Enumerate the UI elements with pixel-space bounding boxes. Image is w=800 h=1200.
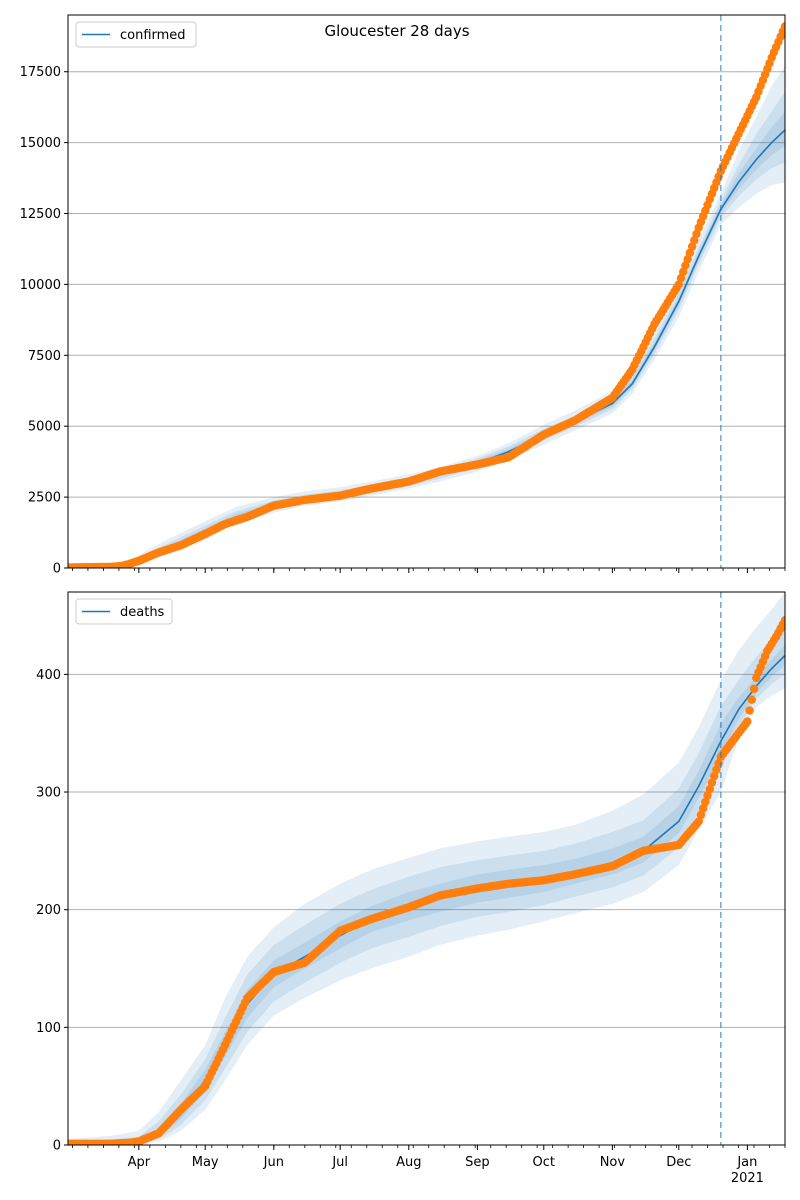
legend-box	[75, 21, 197, 48]
y-tick-label: 5000	[28, 420, 61, 435]
observed-point	[743, 717, 752, 726]
uncertainty-band-3	[68, 111, 785, 568]
legend: confirmed	[75, 21, 197, 48]
observed-point	[681, 261, 690, 270]
x-tick-label: May	[192, 1155, 219, 1170]
observed-point	[674, 280, 683, 289]
observed-point	[676, 273, 686, 283]
series-line-confirmed	[68, 129, 785, 568]
uncertainty-band-1	[68, 592, 785, 1145]
y-tick-label: 0	[53, 562, 61, 577]
confirmed-panel: 0 2500 5000 7500 10000 12500 15000 17500 confirm…	[20, 14, 786, 577]
legend-label: deaths	[120, 605, 165, 620]
observed-point	[747, 695, 756, 704]
observed-point	[745, 706, 754, 715]
y-tick-label: 100	[36, 1021, 61, 1036]
y-tick-label: 15000	[20, 136, 61, 151]
legend-label: confirmed	[120, 28, 186, 43]
observed-point	[685, 248, 694, 258]
legend: deaths	[75, 598, 173, 625]
figure-title: Gloucester 28 days	[324, 22, 469, 40]
x-tick-label: Dec	[666, 1155, 691, 1170]
y-tick-label: 400	[36, 668, 61, 683]
x-tick-label: Jul	[331, 1155, 348, 1170]
observed-point	[692, 229, 701, 239]
y-tick-label: 0	[53, 1139, 61, 1154]
x-tick-label: Aug	[396, 1155, 421, 1170]
observed-point	[712, 765, 721, 774]
x-tick-label: Apr	[128, 1155, 151, 1170]
observed-point	[705, 784, 714, 794]
y-tick-label: 12500	[20, 207, 61, 222]
x-year-label: 2021	[731, 1171, 764, 1186]
uncertainty-band-3	[68, 644, 785, 1145]
axes-frame	[67, 591, 786, 1146]
observed-point	[710, 771, 719, 781]
observed-point	[683, 255, 692, 264]
plot-area	[68, 22, 785, 568]
plot-area	[68, 592, 785, 1145]
observed-point	[780, 22, 785, 31]
y-tick-label: 10000	[20, 278, 61, 293]
observed-point	[698, 804, 708, 813]
observed-point	[780, 616, 785, 625]
x-tick-label: Nov	[600, 1155, 626, 1170]
y-tick-label: 2500	[28, 491, 61, 506]
observed-point	[703, 791, 712, 800]
y-tick-label: 200	[36, 903, 61, 918]
uncertainty-band-1	[68, 66, 785, 568]
uncertainty-band-2	[68, 627, 785, 1145]
deaths-panel: 0 100 200 300 400 Apr May Jun Jul Aug Sep Oct Nov Dec…	[36, 591, 786, 1186]
observed-point	[701, 797, 710, 807]
observed-point	[687, 242, 697, 251]
y-tick-label: 17500	[20, 65, 61, 80]
x-tick-label: Sep	[465, 1155, 490, 1170]
observed-point	[696, 810, 706, 820]
observed-point	[679, 267, 688, 276]
observed-point	[690, 236, 699, 245]
y-tick-label: 7500	[28, 349, 61, 364]
observed-point	[707, 778, 717, 787]
legend-box	[75, 598, 173, 625]
x-tick-label: Jan	[736, 1155, 757, 1170]
observed-point	[694, 817, 703, 826]
x-tick-label: Oct	[533, 1155, 555, 1170]
observed-point	[749, 684, 759, 693]
y-tick-label: 300	[36, 786, 61, 801]
axes-frame	[67, 14, 786, 569]
uncertainty-band-2	[68, 91, 785, 568]
x-tick-label: Jun	[263, 1155, 284, 1170]
